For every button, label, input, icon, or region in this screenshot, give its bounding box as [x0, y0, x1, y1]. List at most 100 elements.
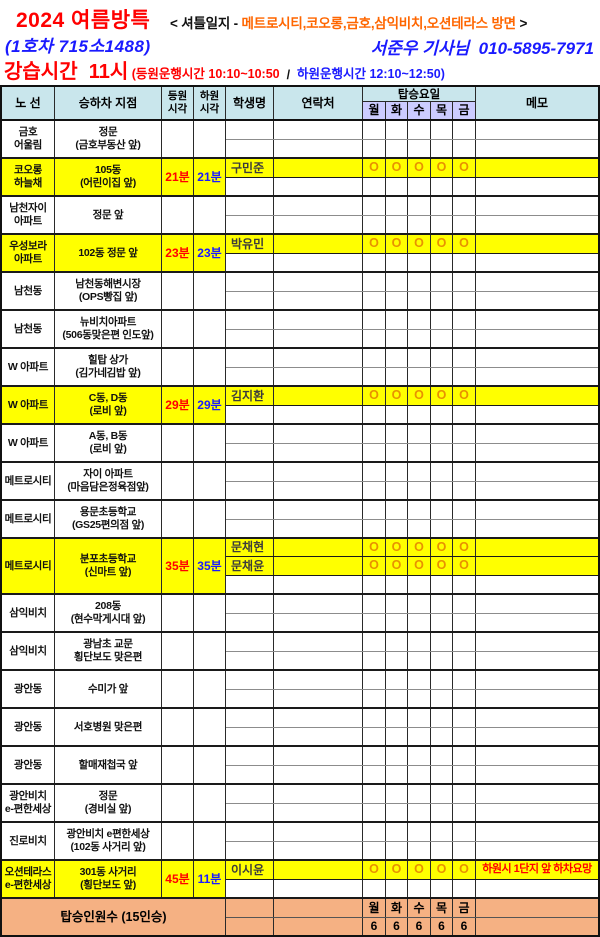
- header-day-cells: 월 화 수 목 금: [363, 102, 476, 119]
- memo-cell: [476, 709, 598, 727]
- day-mark-cell: [386, 519, 408, 537]
- day-mark-cell: [386, 633, 408, 651]
- day-mark-cell: [431, 727, 453, 745]
- day-mark-cell: O: [453, 159, 476, 177]
- memo-cell: [476, 804, 598, 822]
- header-route: 노 선: [2, 87, 55, 119]
- header-stop: 승하차 지점: [55, 87, 162, 119]
- day-mark-cell: [408, 501, 431, 519]
- day-mark-cell: O: [386, 159, 408, 177]
- dropoff-time-cell: [194, 595, 226, 631]
- day-mark-cell: [386, 651, 408, 669]
- day-mark-cell: [453, 329, 476, 347]
- memo-cell: [476, 121, 598, 139]
- day-mark-cell: O: [386, 387, 408, 405]
- contact-cell: [274, 747, 363, 765]
- day-mark-cell: O: [453, 539, 476, 557]
- stop-cell: 광남초 교문 횡단보도 맞은편: [55, 633, 162, 669]
- student-name-cell: 이시윤: [226, 861, 274, 879]
- pickup-time-cell: [162, 671, 194, 707]
- dropoff-time-cell: 11분: [194, 861, 226, 897]
- day-mark-cell: [386, 481, 408, 499]
- day-mark-cell: [453, 197, 476, 215]
- memo-cell: [476, 254, 598, 272]
- day-mark-cell: [363, 613, 386, 631]
- footer-day-count-cell: 6: [408, 917, 431, 935]
- day-mark-cell: [386, 139, 408, 157]
- day-mark-cell: [408, 139, 431, 157]
- student-subrows: 구민준 O O O O O: [226, 159, 598, 195]
- day-mark-cell: [408, 747, 431, 765]
- day-mark-cell: [386, 311, 408, 329]
- day-mark-cell: [431, 215, 453, 233]
- day-mark-cell: [431, 785, 453, 803]
- student-name-cell: [226, 803, 274, 821]
- memo-cell: [476, 520, 598, 538]
- student-subrow: [226, 425, 598, 444]
- day-mark-cell: [431, 803, 453, 821]
- day-mark-cell: [431, 367, 453, 385]
- student-subrows: [226, 273, 598, 309]
- contact-cell: [274, 215, 363, 233]
- contact-cell: [274, 425, 363, 443]
- day-mark-cell: [431, 311, 453, 329]
- route-cell: 우성보라 아파트: [2, 235, 55, 271]
- dropoff-time-cell: [194, 785, 226, 821]
- day-mark-cell: [386, 253, 408, 271]
- day-mark-cell: [453, 841, 476, 859]
- day-mark-cell: [453, 803, 476, 821]
- student-subrows: [226, 501, 598, 537]
- day-mark-cell: [453, 613, 476, 631]
- day-mark-cell: [363, 575, 386, 593]
- pickup-time-cell: 35분: [162, 539, 194, 593]
- day-mark-cell: [408, 273, 431, 291]
- student-subrow: [226, 177, 598, 195]
- footer-day-count-cell: 6: [453, 917, 476, 935]
- student-subrows: [226, 121, 598, 157]
- log-title-suffix: >: [515, 16, 528, 31]
- student-name-cell: [226, 139, 274, 157]
- stop-cell: 서호병원 맞은편: [55, 709, 162, 745]
- day-mark-cell: [386, 501, 408, 519]
- day-mark-cell: O: [431, 557, 453, 575]
- student-name-cell: 문채윤: [226, 557, 274, 575]
- schedule-row: W 아파트 C동, D동 (로비 앞) 29분 29분 김지환 O O O O O: [2, 387, 598, 425]
- day-mark-cell: [386, 463, 408, 481]
- day-mark-cell: [386, 841, 408, 859]
- route-cell: 코오롱 하늘채: [2, 159, 55, 195]
- student-name-cell: [226, 651, 274, 669]
- day-mark-cell: [431, 633, 453, 651]
- stop-cell: 정문 (경비실 앞): [55, 785, 162, 821]
- day-mark-cell: O: [386, 539, 408, 557]
- stop-cell: 자이 아파트 (마음담은정육점앞): [55, 463, 162, 499]
- day-mark-cell: [386, 879, 408, 897]
- contact-cell: [274, 841, 363, 859]
- stop-cell: 정문 앞: [55, 197, 162, 233]
- day-mark-cell: [363, 671, 386, 689]
- day-mark-cell: [453, 481, 476, 499]
- student-name-cell: [226, 747, 274, 765]
- pickup-time-cell: [162, 311, 194, 347]
- day-mark-cell: [386, 215, 408, 233]
- day-mark-cell: [431, 595, 453, 613]
- schedule-row: 삼익비치 208동 (현수막게시대 앞): [2, 595, 598, 633]
- stop-cell: A동, B동 (로비 앞): [55, 425, 162, 461]
- contact-cell: [274, 633, 363, 651]
- day-mark-cell: [431, 879, 453, 897]
- day-mark-cell: [386, 273, 408, 291]
- contact-cell: [274, 443, 363, 461]
- day-mark-cell: [408, 197, 431, 215]
- day-mark-cell: [363, 197, 386, 215]
- day-mark-cell: [408, 425, 431, 443]
- pickup-time-cell: [162, 273, 194, 309]
- day-mark-cell: [363, 823, 386, 841]
- footer-day-count-cell: 6: [386, 917, 408, 935]
- day-mark-cell: [453, 575, 476, 593]
- student-name-cell: [226, 785, 274, 803]
- day-mark-cell: [408, 785, 431, 803]
- day-mark-cell: O: [453, 861, 476, 879]
- day-mark-cell: O: [363, 235, 386, 253]
- day-mark-cell: [408, 595, 431, 613]
- schedule-row: W 아파트 A동, B동 (로비 앞): [2, 425, 598, 463]
